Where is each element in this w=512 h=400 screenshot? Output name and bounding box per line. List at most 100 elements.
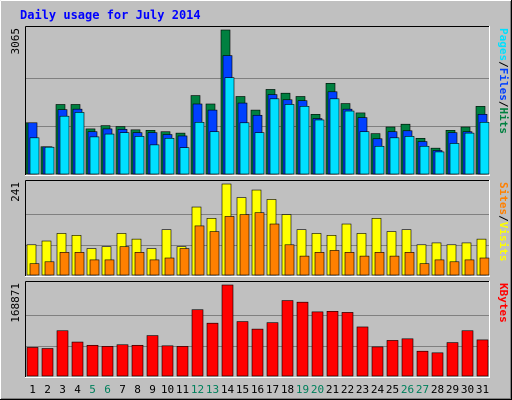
bar-sites-day-21	[329, 250, 340, 276]
bar-sites-day-2	[44, 261, 55, 276]
x-tick-label: 14	[221, 383, 235, 396]
x-tick-label: 5	[89, 383, 96, 396]
bar-pages-day-30	[464, 132, 475, 175]
bar-kbytes-day-7	[116, 344, 129, 377]
bar-kbytes-day-12	[191, 309, 204, 377]
hits-files-pages-panel	[25, 26, 490, 176]
x-tick-label: 6	[104, 383, 111, 396]
bar-pages-day-3	[59, 115, 70, 175]
bar-kbytes-day-10	[161, 345, 174, 377]
x-tick-label: 2	[44, 383, 51, 396]
x-tick-label: 16	[251, 383, 264, 396]
bar-kbytes-day-19	[296, 301, 309, 377]
bar-pages-day-20	[314, 119, 325, 175]
bar-sites-day-24	[374, 252, 385, 276]
bar-pages-day-19	[299, 106, 310, 175]
bar-sites-day-4	[74, 252, 85, 276]
bar-pages-day-4	[74, 112, 85, 175]
visits-ymax-label: 241	[9, 182, 22, 202]
x-tick-label: 15	[236, 383, 249, 396]
x-tick-label: 20	[311, 383, 324, 396]
hits-ymax-label: 3065	[9, 28, 22, 55]
bar-pages-day-24	[374, 145, 385, 175]
bar-sites-day-8	[134, 252, 145, 276]
x-tick-label: 13	[206, 383, 219, 396]
x-tick-label: 18	[281, 383, 294, 396]
bar-sites-day-25	[389, 255, 400, 276]
bar-kbytes-day-25	[386, 340, 399, 377]
x-tick-label: 11	[176, 383, 189, 396]
bar-sites-day-23	[359, 255, 370, 276]
bar-sites-day-20	[314, 252, 325, 276]
bar-pages-day-31	[479, 122, 490, 175]
bar-kbytes-day-6	[101, 346, 114, 377]
bar-pages-day-22	[344, 110, 355, 175]
legend-sites: Sites	[497, 182, 510, 215]
x-tick-label: 12	[191, 383, 204, 396]
bar-kbytes-day-3	[56, 330, 69, 377]
bar-sites-day-26	[404, 252, 415, 276]
bar-pages-day-13	[209, 131, 220, 175]
bar-kbytes-day-17	[266, 322, 279, 377]
x-tick-label: 28	[431, 383, 444, 396]
bar-pages-day-23	[359, 131, 370, 175]
bar-pages-day-12	[194, 122, 205, 175]
bar-kbytes-day-11	[176, 346, 189, 377]
hits-legend: Pages/Files/Hits	[497, 28, 510, 134]
bar-kbytes-day-15	[236, 321, 249, 377]
x-tick-label: 3	[59, 383, 66, 396]
bar-pages-day-1	[29, 137, 40, 175]
chart-title: Daily usage for July 2014	[20, 8, 201, 22]
bar-kbytes-day-26	[401, 338, 414, 377]
bar-pages-day-9	[149, 144, 160, 175]
x-tick-label: 1	[29, 383, 36, 396]
bar-sites-day-16	[254, 212, 265, 276]
bar-kbytes-day-9	[146, 335, 159, 377]
bar-kbytes-day-30	[461, 330, 474, 377]
bar-kbytes-day-29	[446, 342, 459, 377]
bar-kbytes-day-20	[311, 311, 324, 377]
x-tick-label: 24	[371, 383, 385, 396]
x-tick-label: 9	[149, 383, 156, 396]
bar-pages-day-14	[224, 77, 235, 175]
bar-sites-day-18	[284, 244, 295, 276]
x-tick-label: 17	[266, 383, 279, 396]
x-tick-label: 22	[341, 383, 354, 396]
x-tick-label: 23	[356, 383, 369, 396]
bar-kbytes-day-31	[476, 339, 489, 377]
bar-kbytes-day-14	[221, 284, 234, 377]
x-tick-label: 31	[476, 383, 489, 396]
bar-pages-day-10	[164, 137, 175, 175]
bar-sites-day-29	[449, 261, 460, 276]
visits-legend: Sites/Visits	[497, 182, 510, 262]
bar-pages-day-26	[404, 136, 415, 175]
bar-sites-day-14	[224, 216, 235, 276]
x-tick-label: 27	[416, 383, 429, 396]
legend-files: Files	[497, 68, 510, 101]
bar-sites-day-22	[344, 252, 355, 276]
bar-pages-day-7	[119, 132, 130, 175]
bar-pages-day-2	[44, 146, 55, 175]
bar-pages-day-6	[104, 133, 115, 175]
bar-sites-day-6	[104, 259, 115, 276]
bar-kbytes-day-16	[251, 328, 264, 377]
bar-sites-day-7	[119, 246, 130, 276]
kbytes-ymax-label: 168871	[9, 283, 22, 323]
bar-kbytes-day-27	[416, 350, 429, 377]
bar-sites-day-13	[209, 231, 220, 276]
bar-kbytes-day-23	[356, 326, 369, 377]
bar-sites-day-1	[29, 263, 40, 276]
bar-kbytes-day-8	[131, 344, 144, 377]
x-tick-label: 21	[326, 383, 339, 396]
bar-pages-day-21	[329, 98, 340, 175]
x-tick-label: 26	[401, 383, 414, 396]
bar-pages-day-15	[239, 122, 250, 175]
bar-sites-day-12	[194, 225, 205, 276]
bar-sites-day-28	[434, 259, 445, 276]
bar-kbytes-day-22	[341, 312, 354, 377]
kbytes-legend: KBytes	[497, 283, 510, 323]
legend-separator: /	[497, 101, 510, 108]
legend-hits: Hits	[497, 108, 510, 135]
legend-pages: Pages	[497, 28, 510, 61]
bar-pages-day-17	[269, 98, 280, 175]
